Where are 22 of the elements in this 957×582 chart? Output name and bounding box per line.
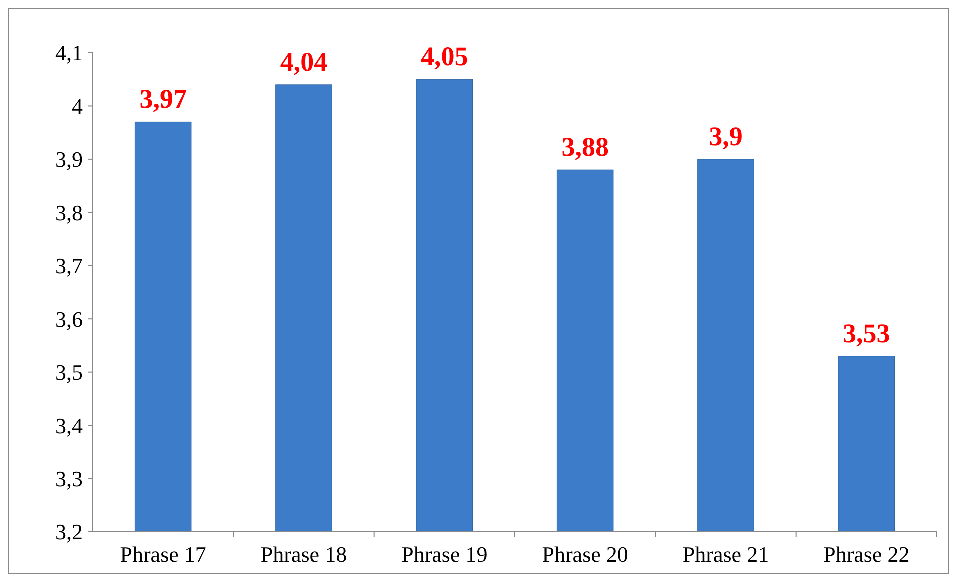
y-tick-label: 3,5 <box>56 360 83 386</box>
x-tick-label: Phrase 21 <box>682 542 770 567</box>
y-tick-label: 3,4 <box>56 413 83 438</box>
x-tick-label: Phrase 22 <box>824 542 910 567</box>
x-tick-label: Phrase 19 <box>402 542 488 567</box>
y-tick-label: 4 <box>72 94 83 119</box>
y-tick-label: 3,3 <box>56 466 83 492</box>
y-tick-label: 3,6 <box>56 306 83 332</box>
data-label: 4,05 <box>421 42 468 72</box>
y-tick-label: 3,2 <box>56 520 83 545</box>
data-label: 4,04 <box>280 46 328 77</box>
x-tick-label: Phrase 18 <box>260 542 348 567</box>
x-tick-label: Phrase 20 <box>542 542 628 567</box>
y-tick-label: 3,8 <box>56 200 83 226</box>
data-label: 3,88 <box>562 132 609 162</box>
data-label: 3,9 <box>709 121 743 152</box>
data-label: 3,97 <box>140 84 187 114</box>
y-tick-label: 3,7 <box>56 254 83 279</box>
data-label: 3,53 <box>843 318 890 348</box>
y-tick-label: 3,9 <box>56 147 83 172</box>
y-tick-label: 4,1 <box>56 40 83 66</box>
x-tick-label: Phrase 17 <box>120 542 206 567</box>
